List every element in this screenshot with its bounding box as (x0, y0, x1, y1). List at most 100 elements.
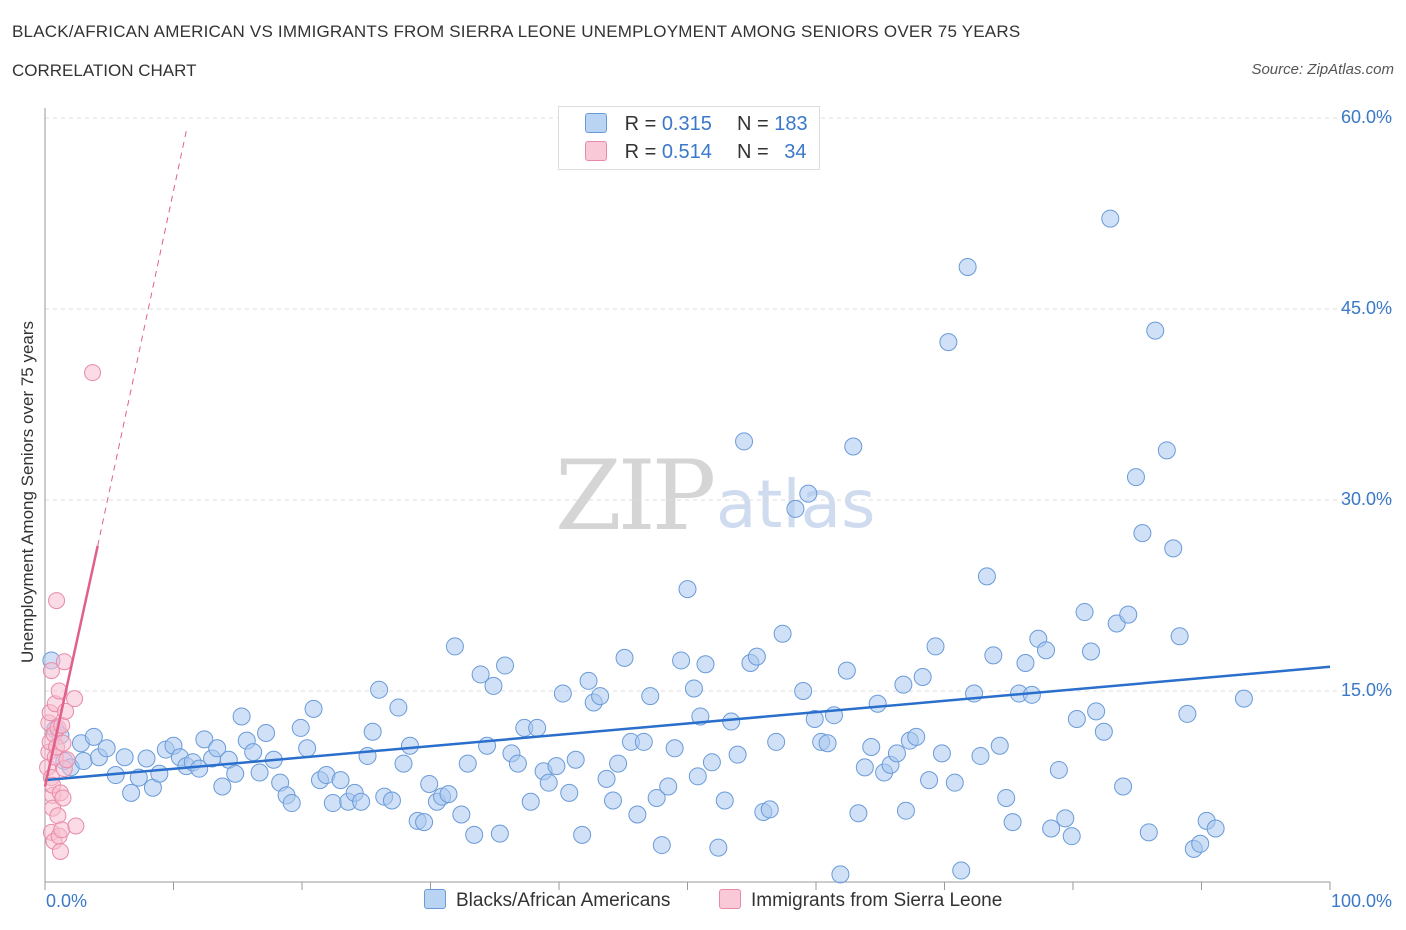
data-point-blacks (977, 567, 996, 586)
n-value: 183 (774, 113, 808, 135)
data-point-blacks (257, 724, 276, 743)
x-tick-label-min: 0.0% (46, 891, 88, 911)
data-point-blacks (715, 791, 734, 810)
source-label: Source: ZipAtlas.com (1251, 61, 1394, 78)
data-point-blacks (1037, 641, 1056, 660)
data-point-blacks (894, 675, 913, 694)
data-point-blacks (760, 800, 779, 819)
data-point-sierra-leone (49, 807, 67, 825)
data-point-blacks (887, 744, 906, 763)
data-point-sierra-leone (58, 751, 76, 769)
data-point-blacks (465, 825, 484, 844)
data-point-blacks (896, 801, 915, 820)
data-point-blacks (609, 754, 628, 773)
data-point-blacks (560, 783, 579, 802)
chart-subtitle: CORRELATION CHART (12, 61, 197, 80)
y-tick-label: 15.0% (1340, 680, 1392, 700)
n-label: N = (737, 141, 769, 163)
data-point-sierra-leone (42, 662, 60, 680)
data-point-blacks (244, 743, 263, 762)
data-point-blacks (282, 794, 301, 813)
data-point-blacks (684, 679, 703, 698)
data-point-blacks (932, 744, 951, 763)
data-point-blacks (291, 718, 310, 737)
series-sierra-leone-points (39, 364, 102, 860)
stats-legend: R = 0.315 N = 183 R = 0.514 N = 34 (558, 106, 820, 170)
data-point-blacks (208, 739, 227, 758)
trend-line-blacks (44, 665, 1331, 782)
data-point-blacks (232, 707, 251, 726)
data-point-blacks (528, 718, 547, 737)
data-point-blacks (1101, 209, 1120, 228)
x-tick-label-max: 100.0% (1330, 891, 1392, 911)
data-point-blacks (420, 774, 439, 793)
data-point-blacks (1191, 834, 1210, 853)
data-point-blacks (1146, 321, 1165, 340)
data-point-blacks (521, 792, 540, 811)
data-point-sierra-leone (48, 592, 66, 610)
data-point-blacks (363, 722, 382, 741)
data-point-blacks (1114, 777, 1133, 796)
n-label: N = (737, 113, 769, 135)
data-point-blacks (1003, 813, 1022, 832)
data-point-blacks (728, 745, 747, 764)
data-point-blacks (97, 739, 116, 758)
n-value: 34 (784, 141, 807, 163)
data-point-blacks (868, 694, 887, 713)
data-point-blacks (913, 667, 932, 686)
data-point-sierra-leone (67, 817, 85, 835)
data-point-sierra-leone (53, 821, 71, 839)
data-point-blacks (1042, 819, 1061, 838)
data-point-blacks (678, 580, 697, 599)
data-point-blacks (553, 684, 572, 703)
data-point-blacks (659, 777, 678, 796)
data-point-sierra-leone (54, 789, 72, 807)
trend-line-sierra-leone (43, 545, 99, 787)
data-point-blacks (597, 769, 616, 788)
data-point-blacks (926, 637, 945, 656)
data-point-blacks (773, 624, 792, 643)
data-point-blacks (1133, 524, 1152, 543)
legend-label: Blacks/African Americans (456, 890, 671, 911)
data-point-blacks (837, 661, 856, 680)
series-blacks-points (42, 209, 1253, 884)
data-point-blacks (984, 646, 1003, 665)
data-point-blacks (415, 813, 434, 832)
data-point-blacks (122, 783, 141, 802)
legend-swatch-pink (585, 141, 607, 161)
data-point-blacks (990, 736, 1009, 755)
data-point-sierra-leone (54, 734, 72, 752)
data-point-blacks (971, 746, 990, 765)
data-point-sierra-leone (51, 842, 69, 860)
data-point-blacks (1164, 539, 1183, 558)
data-point-blacks (458, 754, 477, 773)
data-point-blacks (747, 647, 766, 666)
data-point-blacks (250, 763, 269, 782)
data-point-blacks (496, 656, 515, 675)
y-tick-label: 30.0% (1340, 489, 1392, 509)
data-point-blacks (665, 739, 684, 758)
data-point-blacks (74, 752, 93, 771)
data-point-blacks (628, 805, 647, 824)
data-point-blacks (1119, 605, 1138, 624)
data-point-blacks (370, 680, 389, 699)
data-point-blacks (1126, 468, 1145, 487)
data-point-blacks (213, 777, 232, 796)
data-point-blacks (445, 637, 464, 656)
data-point-blacks (634, 732, 653, 751)
data-point-blacks (862, 738, 881, 757)
data-point-blacks (735, 432, 754, 451)
data-point-blacks (547, 757, 566, 776)
data-point-blacks (831, 865, 850, 884)
data-point-blacks (855, 758, 874, 777)
r-value: 0.315 (661, 113, 712, 135)
data-point-blacks (539, 773, 558, 792)
trend-lines (43, 130, 1331, 787)
data-point-blacks (696, 655, 715, 674)
watermark-zip: ZIP (555, 440, 716, 552)
data-point-blacks (1178, 704, 1197, 723)
data-point-blacks (1170, 627, 1189, 646)
data-point-blacks (190, 759, 209, 778)
legend-item-blacks: Blacks/African Americans (424, 889, 670, 912)
data-point-blacks (508, 754, 527, 773)
